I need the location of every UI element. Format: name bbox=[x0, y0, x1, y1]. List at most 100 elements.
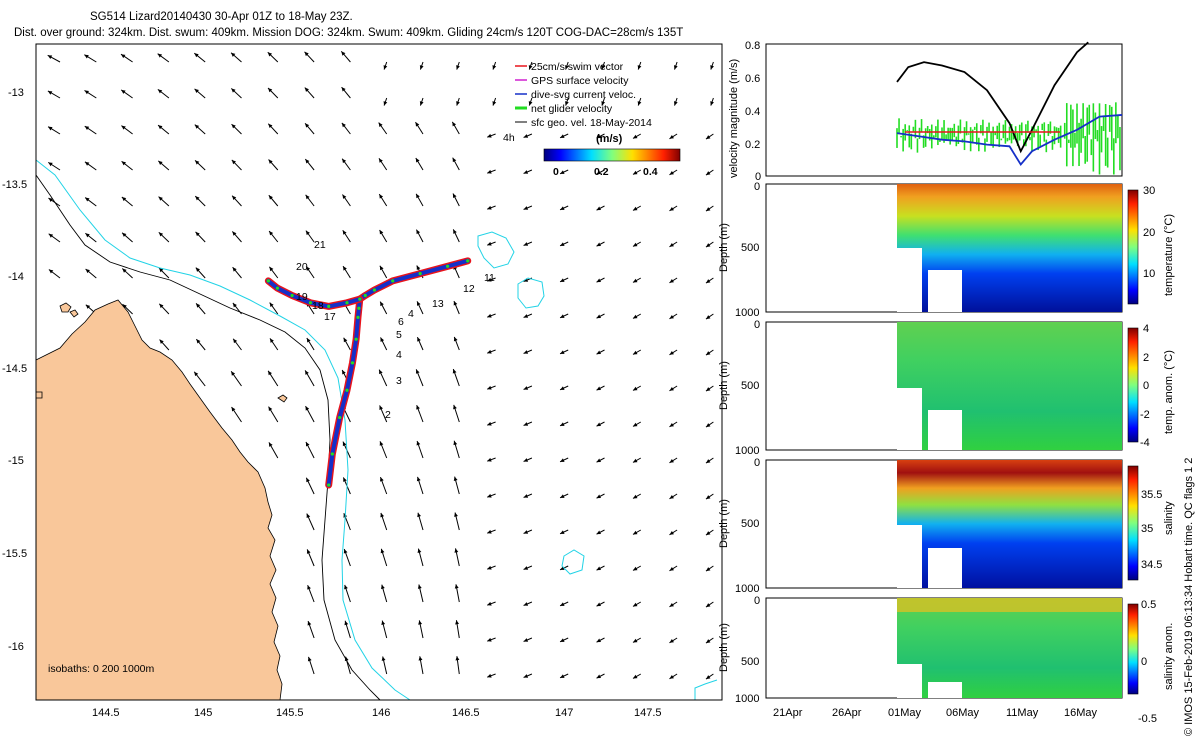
velocity-arrowhead bbox=[47, 55, 53, 59]
velocity-arrowhead bbox=[379, 369, 383, 375]
time-xtick: 16May bbox=[1064, 707, 1098, 719]
velocity-arrowhead bbox=[306, 338, 311, 343]
velocity-arrowhead bbox=[417, 584, 422, 589]
velocity-arrowhead bbox=[705, 207, 711, 212]
velocity-arrowhead bbox=[380, 337, 385, 342]
glider-track bbox=[264, 257, 472, 489]
velocity-arrowhead bbox=[305, 194, 310, 200]
velocity-arrowhead bbox=[487, 349, 492, 354]
velocity-arrowhead bbox=[487, 133, 492, 138]
map-ytick: -15 bbox=[8, 455, 24, 467]
velocity-arrowhead bbox=[453, 404, 457, 410]
velocity-arrowhead bbox=[417, 301, 421, 306]
velocity-arrowhead bbox=[416, 405, 420, 410]
velocity-vector-field bbox=[47, 51, 714, 680]
tanom-ctick: -2 bbox=[1140, 409, 1150, 421]
velocity-arrowhead bbox=[487, 565, 492, 570]
velocity-arrowhead bbox=[669, 602, 674, 607]
velocity-arrowhead bbox=[342, 158, 347, 164]
track-label-18: 18 bbox=[312, 300, 324, 312]
velocity-arrowhead bbox=[632, 602, 638, 607]
tanom-ctick: 2 bbox=[1143, 352, 1149, 364]
velocity-arrowhead bbox=[596, 566, 602, 571]
velocity-arrowhead bbox=[705, 243, 711, 248]
velocity-arrowhead bbox=[419, 101, 424, 106]
velocity-arrowhead bbox=[523, 170, 529, 174]
track-point bbox=[275, 286, 280, 290]
time-xtick: 11May bbox=[1006, 707, 1039, 719]
velocity-arrowhead bbox=[452, 157, 457, 163]
figure-title-line1: SG514 Lizard20140430 30-Apr 01Z to 18-Ma… bbox=[90, 11, 353, 23]
velocity-arrowhead bbox=[455, 620, 460, 625]
velocity-arrowhead bbox=[596, 530, 602, 535]
depth-tick: 500 bbox=[741, 242, 759, 254]
velocity-arrowhead bbox=[669, 170, 674, 175]
colorbar-tick-0.4: 0.4 bbox=[643, 166, 658, 178]
velocity-arrowhead bbox=[306, 549, 311, 554]
velocity-arrowhead bbox=[415, 157, 420, 163]
velocity-arrowhead bbox=[159, 268, 164, 273]
tanom-ctick: -4 bbox=[1140, 437, 1150, 449]
velocity-arrowhead bbox=[416, 193, 420, 199]
velocity-arrowhead bbox=[84, 54, 89, 59]
velocity-arrowhead bbox=[669, 566, 674, 571]
velocity-arrowhead bbox=[487, 637, 492, 642]
velocity-arrowhead bbox=[669, 314, 674, 319]
velocity-arrowhead bbox=[560, 458, 565, 462]
reef-outline-4 bbox=[694, 679, 718, 700]
velocity-arrowhead bbox=[669, 674, 674, 679]
velocity-arrowhead bbox=[456, 101, 460, 106]
velocity-ylabel: velocity magnitude (m/s) bbox=[728, 59, 740, 178]
velocity-arrowhead bbox=[307, 621, 312, 626]
velocity-arrowhead bbox=[417, 512, 421, 518]
sal-anom-colorbar bbox=[1127, 603, 1139, 695]
velocity-arrowhead bbox=[523, 242, 529, 246]
velocity-arrowhead bbox=[157, 89, 163, 94]
velocity-arrowhead bbox=[196, 303, 201, 308]
velocity-arrowhead bbox=[194, 371, 199, 377]
vel-ytick: 0.2 bbox=[745, 139, 760, 151]
velocity-arrowhead bbox=[596, 242, 602, 247]
depth-tick: 1000 bbox=[735, 445, 759, 457]
velocity-arrowhead bbox=[710, 101, 714, 106]
depth-tick: 0 bbox=[754, 319, 760, 331]
velocity-y-ticks: 0.8 0.6 0.4 0.2 0 bbox=[745, 40, 761, 183]
velocity-arrowhead bbox=[268, 159, 273, 164]
track-label-20: 20 bbox=[296, 261, 308, 273]
velocity-arrowhead bbox=[669, 638, 674, 643]
velocity-arrowhead bbox=[705, 603, 711, 608]
velocity-arrowhead bbox=[632, 530, 638, 535]
velocity-arrowhead bbox=[705, 351, 711, 356]
velocity-arrowhead bbox=[454, 548, 459, 553]
track-label-4: 4 bbox=[396, 349, 402, 361]
velocity-arrowhead bbox=[487, 529, 492, 534]
velocity-arrowhead bbox=[560, 494, 565, 498]
temperature-colorbar bbox=[1127, 189, 1139, 305]
track-label-5: 5 bbox=[396, 329, 402, 341]
velocity-arrowhead bbox=[523, 530, 529, 534]
velocity-arrowhead bbox=[454, 584, 459, 589]
velocity-arrowhead bbox=[268, 406, 273, 412]
velocity-arrowhead bbox=[705, 639, 711, 644]
velocity-arrowhead bbox=[523, 674, 529, 678]
velocity-arrowhead bbox=[233, 338, 238, 344]
velocity-arrowhead bbox=[380, 477, 384, 482]
sal-ctick: 34.5 bbox=[1141, 559, 1162, 571]
velocity-arrowhead bbox=[268, 195, 273, 200]
legend-gps: GPS surface velocity bbox=[531, 75, 629, 87]
depth-tick: 1000 bbox=[735, 583, 759, 595]
sal-ctick: 35.5 bbox=[1141, 489, 1162, 501]
velocity-arrowhead bbox=[632, 638, 638, 643]
track-label-12: 12 bbox=[463, 283, 475, 295]
velocity-arrowhead bbox=[379, 405, 384, 410]
velocity-arrowhead bbox=[158, 160, 163, 165]
velocity-arrowhead bbox=[304, 87, 309, 92]
velocity-arrowhead bbox=[669, 458, 674, 463]
colorbar-tick-0: 0 bbox=[553, 166, 559, 178]
velocity-arrowhead bbox=[48, 269, 54, 274]
velocity-arrowhead bbox=[122, 232, 127, 237]
map-xtick: 147.5 bbox=[634, 707, 662, 719]
map-xtick: 147 bbox=[555, 707, 573, 719]
velocity-arrowhead bbox=[306, 513, 311, 519]
